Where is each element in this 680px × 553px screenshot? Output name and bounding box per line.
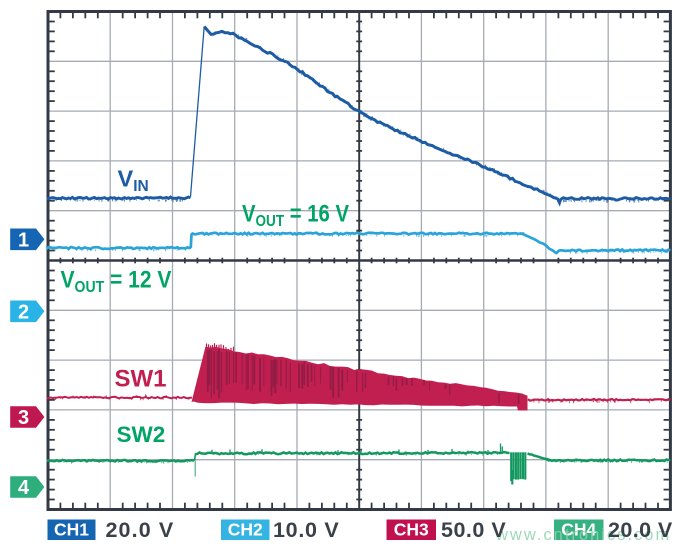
svg-text:SW1: SW1 bbox=[115, 366, 167, 393]
svg-text:CH1: CH1 bbox=[54, 519, 89, 539]
svg-text:20.0 V: 20.0 V bbox=[608, 518, 673, 542]
svg-text:SW2: SW2 bbox=[117, 422, 166, 447]
svg-text:10.0 V: 10.0 V bbox=[273, 518, 339, 542]
svg-text:www.cntronics.com: www.cntronics.com bbox=[495, 526, 671, 544]
svg-text:1: 1 bbox=[18, 230, 29, 252]
svg-text:20.0 V: 20.0 V bbox=[106, 518, 175, 542]
svg-text:2: 2 bbox=[18, 302, 29, 324]
svg-text:4: 4 bbox=[18, 477, 30, 499]
svg-text:3: 3 bbox=[18, 407, 29, 429]
svg-text:50.0 V: 50.0 V bbox=[441, 518, 506, 542]
svg-text:CH3: CH3 bbox=[394, 519, 429, 539]
svg-text:CH2: CH2 bbox=[228, 519, 263, 539]
svg-text:CH4: CH4 bbox=[561, 519, 596, 539]
